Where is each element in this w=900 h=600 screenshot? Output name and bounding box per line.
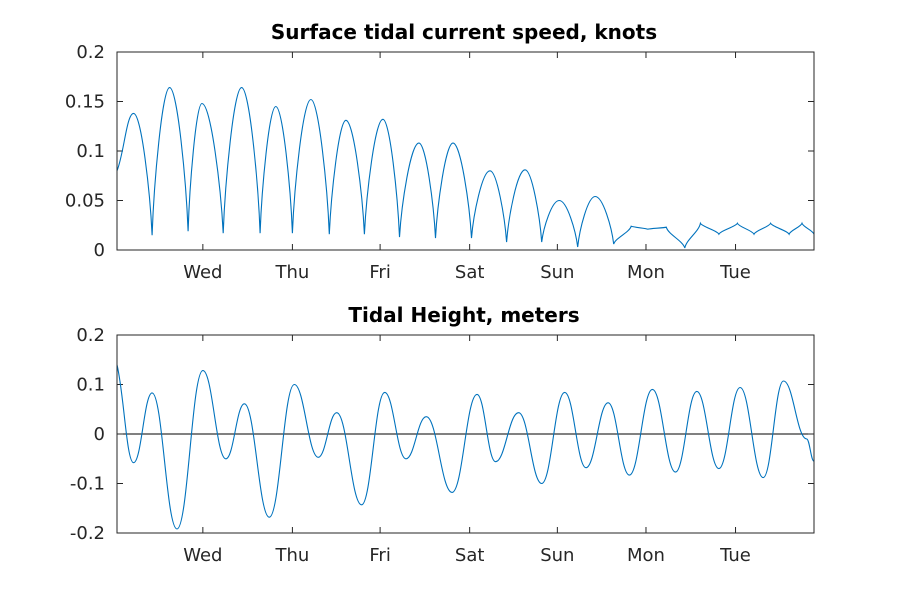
x-tick-label: Thu (274, 545, 309, 566)
y-tick-label: 0.2 (76, 42, 105, 63)
x-tick-label: Mon (627, 262, 665, 283)
y-tick-label: -0.1 (70, 474, 105, 495)
current-speed-chart: Surface tidal current speed, knots 0 0.05… (65, 20, 815, 283)
x-tick-label: Mon (627, 545, 665, 566)
y-tick-label: 0 (94, 240, 105, 261)
x-tick-label: Sun (540, 545, 574, 566)
x-tick-label: Wed (183, 262, 222, 283)
tidal-height-ticks: -0.2 -0.1 0 0.1 0.2 Wed Thu Fri Sat Sun Mon Tue (70, 325, 814, 566)
current-speed-title: Surface tidal current speed, knots (271, 20, 657, 44)
x-tick-label: Sat (455, 262, 485, 283)
x-tick-label: Sat (455, 545, 485, 566)
x-tick-label: Fri (369, 545, 390, 566)
y-tick-label: -0.2 (70, 523, 105, 544)
y-tick-label: 0.1 (76, 375, 105, 396)
tidal-height-axes-box (116, 334, 815, 534)
current-speed-series-line (116, 87, 815, 249)
current-speed-axes-box (116, 51, 815, 251)
y-tick-label: 0.1 (76, 141, 105, 162)
x-tick-label: Fri (369, 262, 390, 283)
current-speed-ticks: 0 0.05 0.1 0.15 0.2 Wed Thu Fri Sat Sun Mon Tue (65, 42, 814, 283)
y-tick-label: 0.2 (76, 325, 105, 346)
x-tick-label: Wed (183, 545, 222, 566)
x-tick-label: Thu (274, 262, 309, 283)
tidal-height-series-line (116, 364, 815, 530)
tidal-height-title: Tidal Height, meters (348, 303, 579, 327)
x-tick-label: Tue (719, 262, 751, 283)
x-tick-label: Tue (719, 545, 751, 566)
y-tick-label: 0.05 (65, 191, 105, 212)
y-tick-label: 0 (94, 424, 105, 445)
y-tick-label: 0.15 (65, 92, 105, 113)
x-tick-label: Sun (540, 262, 574, 283)
tidal-height-chart: Tidal Height, meters -0.2 -0.1 0 0.1 0.2 Wed T… (70, 303, 815, 566)
